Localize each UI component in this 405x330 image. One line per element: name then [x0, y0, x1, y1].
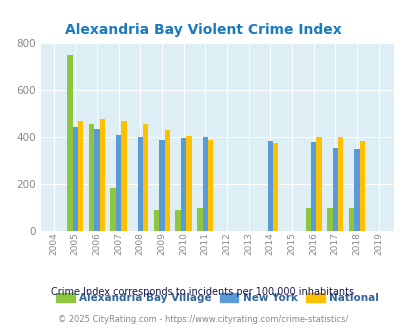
Bar — [153, 210, 159, 231]
Bar — [326, 208, 332, 231]
Bar — [315, 137, 321, 231]
Bar — [267, 141, 272, 231]
Bar — [143, 124, 148, 231]
Bar — [337, 137, 343, 231]
Bar — [359, 141, 364, 231]
Bar — [207, 140, 213, 231]
Bar — [78, 121, 83, 231]
Bar — [181, 138, 186, 231]
Bar — [305, 208, 310, 231]
Bar — [94, 129, 99, 231]
Bar — [72, 127, 78, 231]
Legend: Alexandria Bay Village, New York, National: Alexandria Bay Village, New York, Nation… — [51, 289, 382, 308]
Bar — [202, 137, 207, 231]
Text: © 2025 CityRating.com - https://www.cityrating.com/crime-statistics/: © 2025 CityRating.com - https://www.city… — [58, 315, 347, 324]
Bar — [99, 119, 105, 231]
Bar — [164, 130, 170, 231]
Bar — [186, 136, 191, 231]
Bar — [332, 148, 337, 231]
Text: Crime Index corresponds to incidents per 100,000 inhabitants: Crime Index corresponds to incidents per… — [51, 287, 354, 297]
Text: Alexandria Bay Violent Crime Index: Alexandria Bay Violent Crime Index — [64, 23, 341, 37]
Bar — [159, 140, 164, 231]
Bar — [348, 208, 354, 231]
Bar — [67, 55, 72, 231]
Bar — [121, 121, 126, 231]
Bar — [272, 143, 278, 231]
Bar — [115, 135, 121, 231]
Bar — [89, 124, 94, 231]
Bar — [354, 149, 359, 231]
Bar — [310, 142, 315, 231]
Bar — [175, 210, 181, 231]
Bar — [137, 137, 143, 231]
Bar — [110, 188, 115, 231]
Bar — [197, 208, 202, 231]
